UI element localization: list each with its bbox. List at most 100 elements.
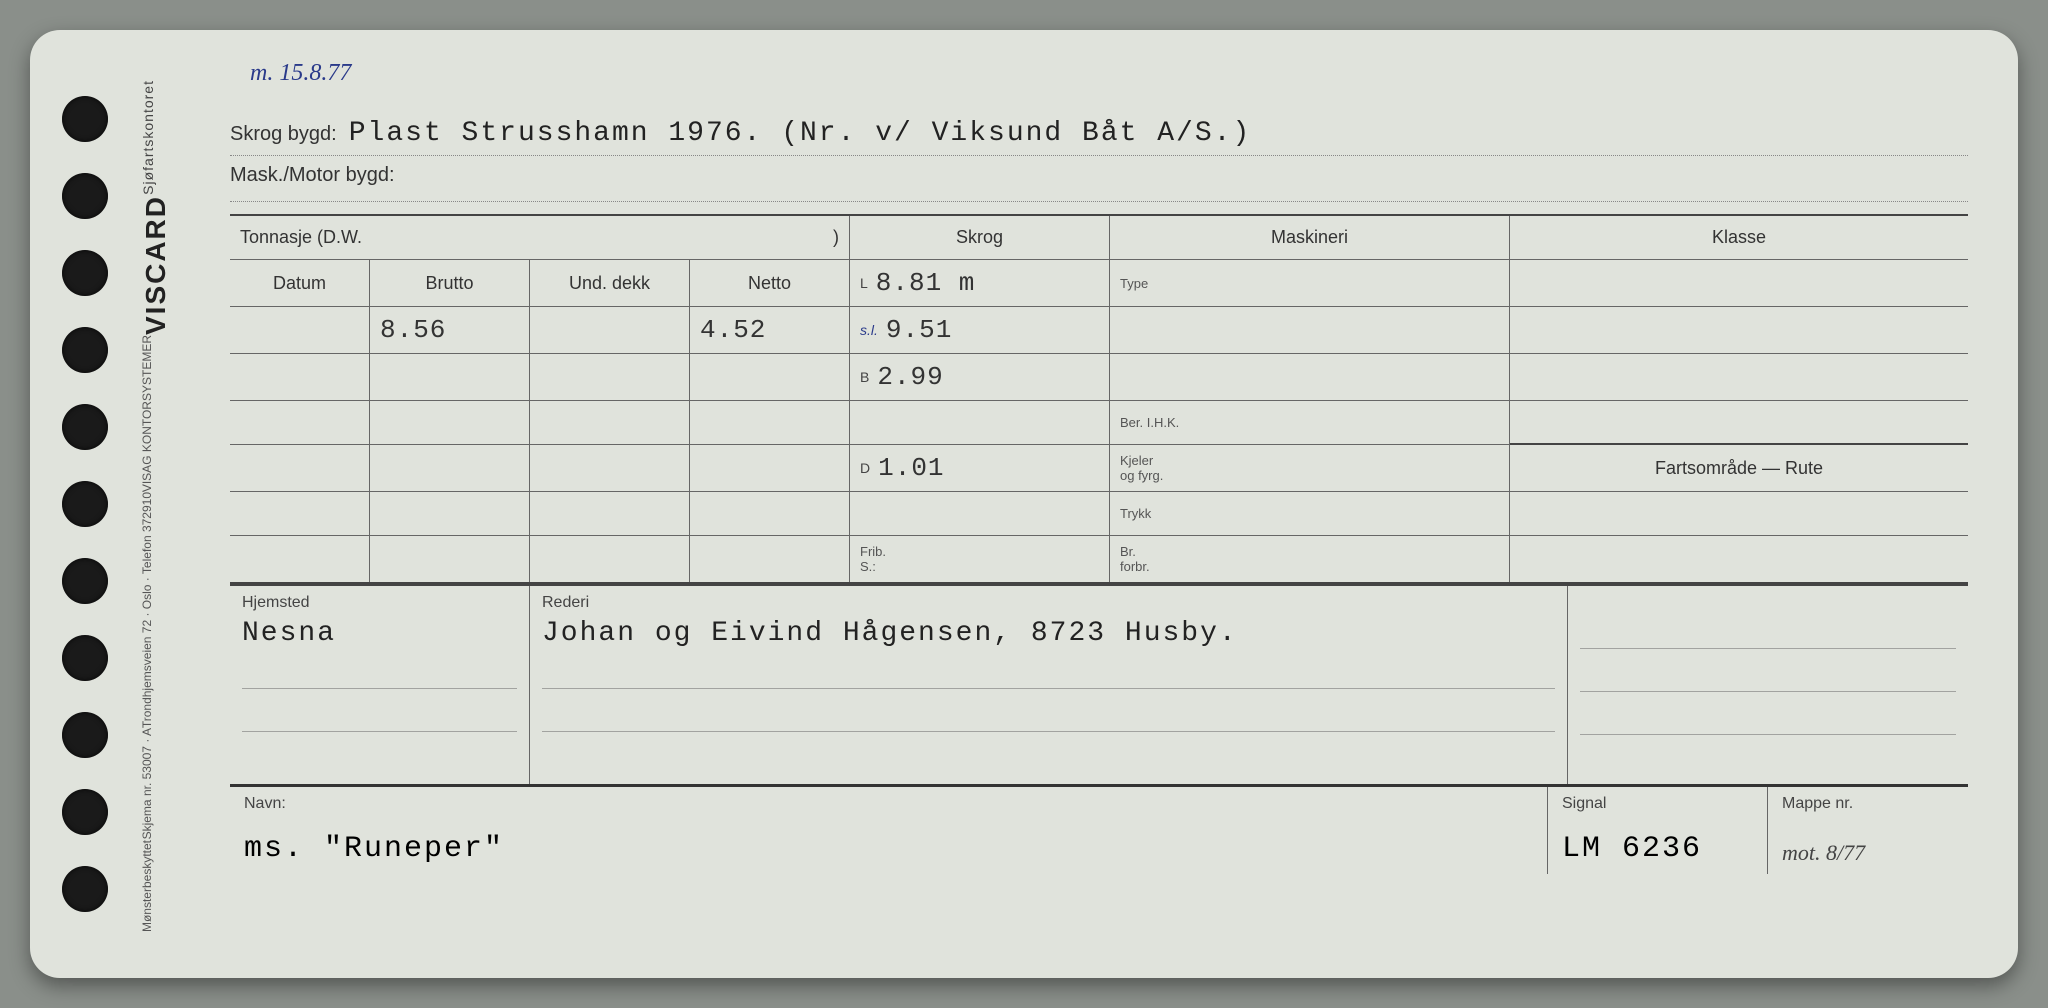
tonnasje-label: Tonnasje (D.W. xyxy=(240,227,362,248)
fartsomrade-r1 xyxy=(1510,492,1968,536)
skrog-D: D 1.01 xyxy=(850,445,1110,492)
tonnasje-heading: Tonnasje (D.W. ) xyxy=(230,216,850,260)
klasse-r1 xyxy=(1510,307,1968,354)
punch-hole xyxy=(62,635,108,681)
side-mid-label: VISAG KONTORSYSTEMER xyxy=(140,335,154,492)
maskineri-br-label: Br. forbr. xyxy=(1120,544,1150,574)
signal-label: Signal xyxy=(1562,795,1753,813)
maskineri-kjeler: Kjeler og fyrg. xyxy=(1110,445,1510,492)
skrog-L: L 8.81 m xyxy=(850,260,1110,307)
skrog-sl-value: 9.51 xyxy=(886,315,952,345)
punch-hole xyxy=(62,481,108,527)
und-dekk-3 xyxy=(530,401,690,445)
fartsomrade-r2 xyxy=(1510,536,1968,582)
navn-label: Navn: xyxy=(244,795,1533,813)
signal-cell: Signal LM 6236 xyxy=(1548,787,1768,874)
punch-hole xyxy=(62,789,108,835)
datum-1 xyxy=(230,307,370,354)
skrog-B-label: B xyxy=(860,369,869,385)
und-dekk-5 xyxy=(530,492,690,536)
maskineri-type: Type xyxy=(1110,260,1510,307)
skrog-sl-label: s.l. xyxy=(860,322,878,338)
datum-6 xyxy=(230,536,370,582)
punch-hole xyxy=(62,173,108,219)
maskineri-ber: Ber. I.H.K. xyxy=(1110,401,1510,445)
skrog-empty-2 xyxy=(850,492,1110,536)
mask-motor-row: Mask./Motor bygd: xyxy=(230,156,1968,202)
rederi-cell: Rederi Johan og Eivind Hågensen, 8723 Hu… xyxy=(530,586,1568,784)
brutto-5 xyxy=(370,492,530,536)
col-netto: Netto xyxy=(690,260,850,307)
skrog-sl: s.l. 9.51 xyxy=(850,307,1110,354)
maskineri-r1 xyxy=(1110,307,1510,354)
hjemsted-block: Hjemsted Nesna Rederi Johan og Eivind Hå… xyxy=(230,584,1968,784)
fartsomrade-heading: Fartsområde — Rute xyxy=(1510,445,1968,492)
maskineri-type-label: Type xyxy=(1120,276,1148,291)
netto-4 xyxy=(690,445,850,492)
side-logo: VISCARD xyxy=(140,195,172,335)
netto-6 xyxy=(690,536,850,582)
punch-hole xyxy=(62,404,108,450)
hjemsted-label: Hjemsted xyxy=(242,594,517,612)
datum-3 xyxy=(230,401,370,445)
punch-hole xyxy=(62,250,108,296)
punch-hole xyxy=(62,866,108,912)
skrog-bygd-label: Skrog bygd: xyxy=(230,123,337,146)
side-addr: Trondhjemsveien 72 · Oslo · Telefon 3729… xyxy=(140,492,154,728)
maskineri-r2 xyxy=(1110,354,1510,401)
rederi-label: Rederi xyxy=(542,594,1555,612)
card-main: m. 15.8.77 Skrog bygd: Plast Strusshamn … xyxy=(210,50,1978,958)
brutto-1: 8.56 xyxy=(370,307,530,354)
side-top-label: Sjøfartskontoret xyxy=(140,80,210,195)
datum-4 xyxy=(230,445,370,492)
brutto-4 xyxy=(370,445,530,492)
hjemsted-cell: Hjemsted Nesna xyxy=(230,586,530,784)
dotted-lines xyxy=(1580,606,1956,774)
navn-cell: Navn: ms. "Runeper" xyxy=(230,787,1548,874)
dotted-lines xyxy=(242,646,517,774)
brutto-3 xyxy=(370,401,530,445)
netto-3 xyxy=(690,401,850,445)
klasse-r2 xyxy=(1510,354,1968,401)
side-bottom-block: Skjema nr. 53007 · A Mønsterbeskyttet xyxy=(140,728,210,931)
skrog-L-label: L xyxy=(860,275,868,291)
footer: Navn: ms. "Runeper" Signal LM 6236 Mappe… xyxy=(230,784,1968,874)
skrog-frib-label: Frib. S.: xyxy=(860,544,886,574)
skrog-D-value: 1.01 xyxy=(878,453,944,483)
skrog-frib: Frib. S.: xyxy=(850,536,1110,582)
navn-value: ms. "Runeper" xyxy=(244,832,1533,866)
dotted-lines xyxy=(542,646,1555,774)
datum-5 xyxy=(230,492,370,536)
index-card: Sjøfartskontoret VISCARD VISAG KONTORSYS… xyxy=(30,30,2018,978)
side-labels: Sjøfartskontoret VISCARD VISAG KONTORSYS… xyxy=(140,50,210,958)
skrog-B: B 2.99 xyxy=(850,354,1110,401)
datum-2 xyxy=(230,354,370,401)
maskineri-trykk: Trykk xyxy=(1110,492,1510,536)
und-dekk-4 xyxy=(530,445,690,492)
mappe-value: mot. 8/77 xyxy=(1782,840,1954,866)
netto-1: 4.52 xyxy=(690,307,850,354)
maskineri-br: Br. forbr. xyxy=(1110,536,1510,582)
maskineri-ber-label: Ber. I.H.K. xyxy=(1120,415,1179,430)
side-mid-block: VISCARD VISAG KONTORSYSTEMER Trondhjemsv… xyxy=(140,195,210,728)
mappe-cell: Mappe nr. mot. 8/77 xyxy=(1768,787,1968,874)
skrog-D-label: D xyxy=(860,460,870,476)
col-datum: Datum xyxy=(230,260,370,307)
col-und-dekk: Und. dekk xyxy=(530,260,690,307)
handwritten-date: m. 15.8.77 xyxy=(230,60,1968,100)
maskineri-heading: Maskineri xyxy=(1110,216,1510,260)
fartsomrade-cell xyxy=(1568,586,1968,784)
klasse-heading: Klasse xyxy=(1510,216,1968,260)
netto-2 xyxy=(690,354,850,401)
skrog-B-value: 2.99 xyxy=(877,362,943,392)
signal-value: LM 6236 xyxy=(1562,832,1753,866)
punch-hole xyxy=(62,96,108,142)
skrog-bygd-row: Skrog bygd: Plast Strusshamn 1976. (Nr. … xyxy=(230,110,1968,156)
skrog-heading: Skrog xyxy=(850,216,1110,260)
skrog-empty-1 xyxy=(850,401,1110,445)
und-dekk-1 xyxy=(530,307,690,354)
side-patent: Mønsterbeskyttet xyxy=(140,840,154,932)
tonnasje-close: ) xyxy=(833,227,839,248)
hjemsted-value: Nesna xyxy=(242,618,517,649)
punch-hole xyxy=(62,558,108,604)
